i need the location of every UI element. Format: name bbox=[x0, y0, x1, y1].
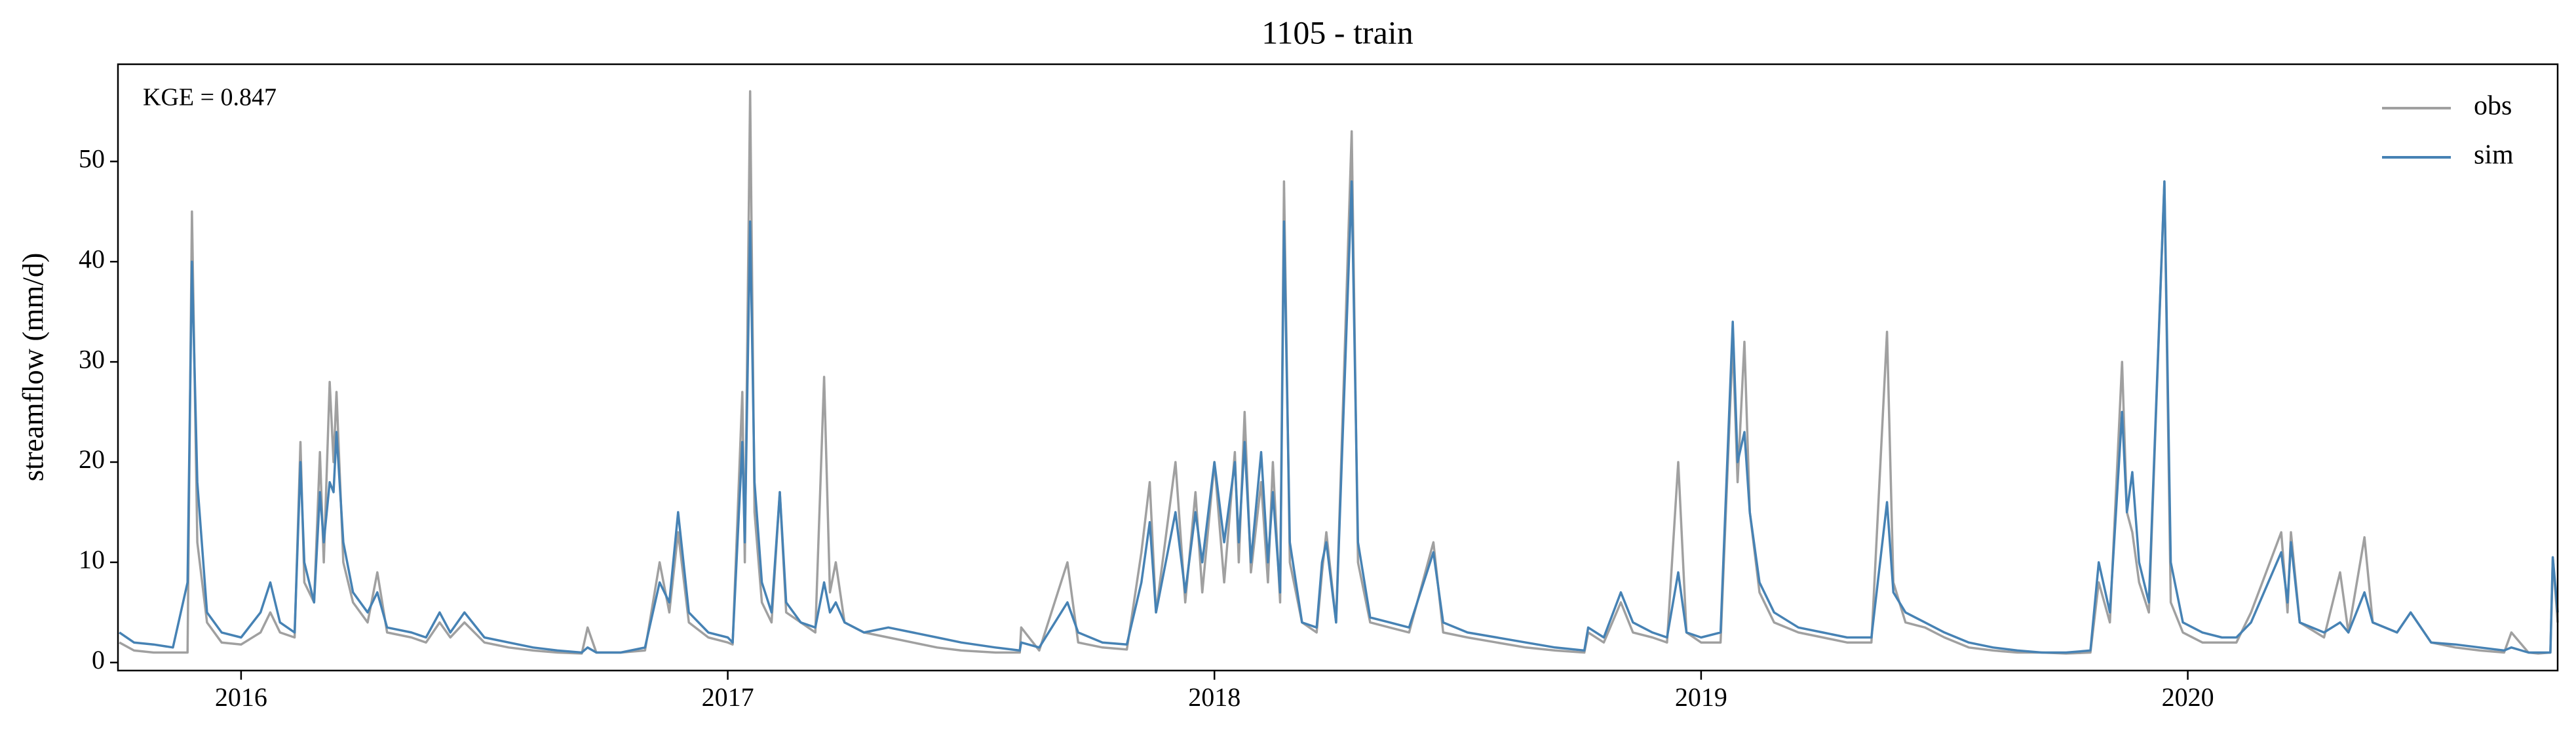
y-tick-label: 0 bbox=[92, 645, 105, 674]
x-tick-label: 2018 bbox=[1188, 682, 1240, 712]
y-tick-label: 20 bbox=[79, 444, 105, 474]
y-tick-label: 30 bbox=[79, 344, 105, 374]
series-line bbox=[119, 180, 2559, 654]
y-tick-label: 50 bbox=[79, 144, 105, 173]
legend-label: sim bbox=[2474, 140, 2514, 170]
y-tick-label: 40 bbox=[79, 244, 105, 273]
chart-title: 1105 - train bbox=[1261, 14, 1413, 50]
series-line bbox=[119, 90, 2559, 655]
x-tick-label: 2017 bbox=[702, 682, 754, 712]
axes-frame bbox=[117, 63, 2559, 672]
x-tick-label: 2016 bbox=[215, 682, 267, 712]
y-tick-label: 10 bbox=[79, 545, 105, 574]
x-tick-label: 2019 bbox=[1675, 682, 1727, 712]
y-axis-label: streamflow (mm/d) bbox=[16, 253, 49, 482]
x-tick-label: 2020 bbox=[2162, 682, 2214, 712]
legend-label: obs bbox=[2474, 91, 2512, 121]
annotation: KGE = 0.847 bbox=[143, 84, 277, 111]
